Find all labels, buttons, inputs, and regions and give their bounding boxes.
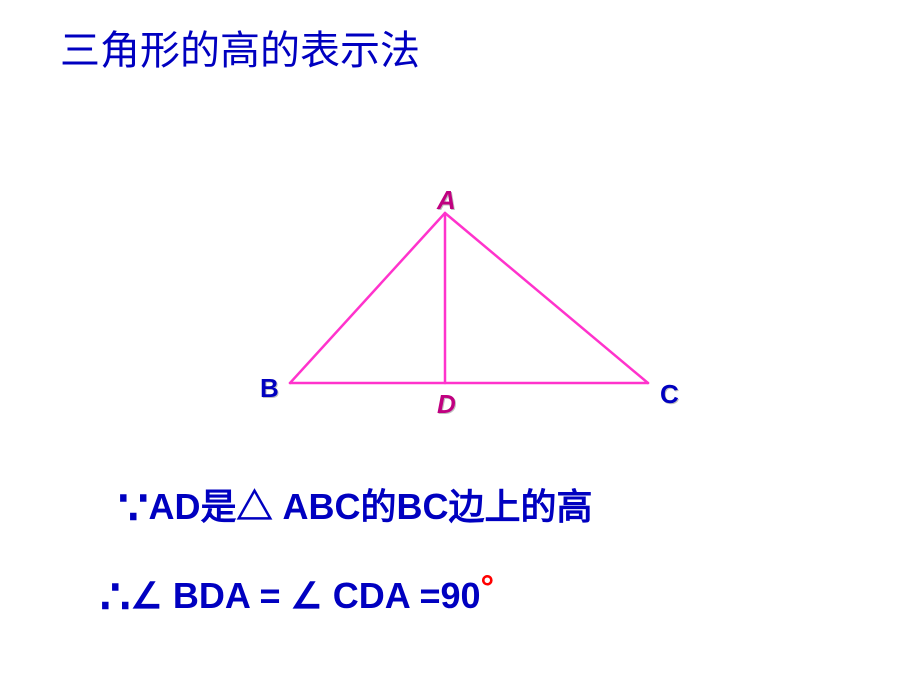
triangle-diagram: ABCD [240, 195, 680, 435]
statement-therefore: ∴∠ BDA = ∠ CDA =90° [100, 575, 494, 617]
page-title: 三角形的高的表示法 [60, 18, 420, 76]
slide: 三角形的高的表示法 A B C D ∵AD是△ ABC的BC边上的高 ∴∠ BDA =… [0, 0, 920, 690]
therefore-text: ∠ BDA = ∠ CDA =90 [131, 575, 481, 616]
therefore-symbol: ∴ [100, 586, 131, 610]
because-text: AD是△ ABC的BC边上的高 [149, 486, 593, 527]
vertex-label-B: B [260, 373, 279, 404]
vertex-label-D: D [437, 389, 456, 420]
statement-because: ∵AD是△ ABC的BC边上的高 [118, 478, 593, 530]
triangle-svg [240, 195, 680, 435]
degree-symbol: ° [481, 569, 495, 607]
vertex-label-C: C [660, 379, 679, 410]
because-symbol: ∵ [118, 497, 149, 521]
edge-AC [445, 213, 648, 383]
vertex-label-A: A [437, 185, 456, 216]
edge-AB [290, 213, 445, 383]
